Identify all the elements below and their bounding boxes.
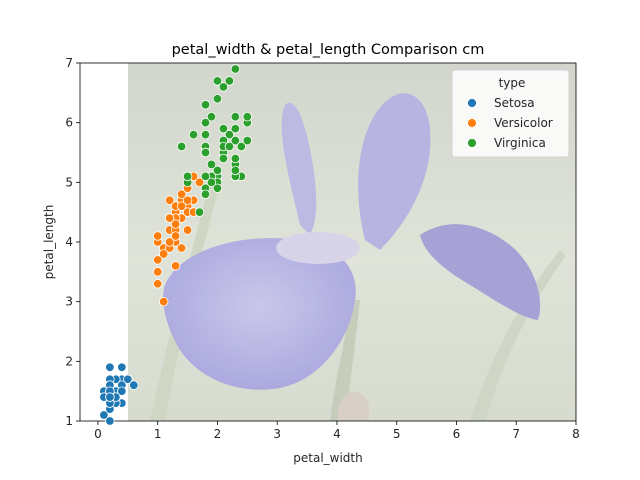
y-axis: 1 2 3 4 5 6 7 xyxy=(65,56,80,428)
point-virginica xyxy=(176,141,187,152)
point-versicolor xyxy=(176,243,187,253)
point-virginica xyxy=(230,64,241,74)
y-axis-label: petal_length xyxy=(42,205,56,280)
point-virginica xyxy=(236,141,247,152)
x-tick-label: 6 xyxy=(453,427,461,441)
flower-center xyxy=(276,232,360,264)
point-setosa xyxy=(99,410,109,420)
x-tick-label: 2 xyxy=(214,427,222,441)
point-versicolor xyxy=(158,249,169,259)
point-versicolor xyxy=(170,261,181,271)
point-virginica xyxy=(230,165,241,176)
point-versicolor xyxy=(176,201,187,211)
point-virginica xyxy=(230,123,241,134)
point-virginica xyxy=(200,171,211,182)
point-setosa xyxy=(105,362,115,373)
point-virginica xyxy=(242,135,253,146)
point-versicolor xyxy=(152,231,163,241)
bud-shape xyxy=(337,391,370,421)
point-versicolor xyxy=(170,231,181,241)
x-tick-label: 8 xyxy=(572,427,580,441)
point-virginica xyxy=(218,82,229,92)
y-tick-label: 7 xyxy=(65,56,73,70)
y-tick-label: 2 xyxy=(65,354,73,368)
legend-title: type xyxy=(499,76,526,90)
point-virginica xyxy=(206,159,217,170)
point-versicolor xyxy=(152,255,163,265)
x-tick-label: 3 xyxy=(273,427,281,441)
x-axis-label: petal_width xyxy=(293,451,362,465)
point-virginica xyxy=(230,111,241,122)
legend-marker-virginica xyxy=(467,138,477,148)
petal-shape xyxy=(281,102,317,235)
y-tick-label: 6 xyxy=(65,116,73,130)
point-versicolor xyxy=(176,189,187,199)
petal-shape xyxy=(420,224,541,320)
point-virginica xyxy=(206,111,217,122)
point-versicolor xyxy=(182,225,193,235)
point-virginica xyxy=(200,129,211,140)
x-tick-label: 1 xyxy=(154,427,162,441)
legend-marker-setosa xyxy=(467,98,477,108)
point-versicolor xyxy=(164,237,175,247)
point-setosa xyxy=(117,362,127,373)
x-tick-label: 4 xyxy=(333,427,341,441)
legend-label-versicolor: Versicolor xyxy=(494,116,553,130)
y-tick-label: 4 xyxy=(65,235,73,249)
point-virginica xyxy=(182,171,193,182)
point-virginica xyxy=(224,141,235,152)
point-virginica xyxy=(218,123,229,134)
point-virginica xyxy=(224,76,235,86)
point-virginica xyxy=(212,165,223,176)
chart-title: petal_width & petal_length Comparison cm xyxy=(172,42,485,58)
point-versicolor xyxy=(152,267,163,277)
point-setosa xyxy=(105,392,115,402)
point-virginica xyxy=(212,94,223,104)
point-versicolor xyxy=(170,219,181,229)
x-tick-label: 7 xyxy=(512,427,520,441)
point-virginica xyxy=(230,153,241,164)
point-virginica xyxy=(200,117,211,128)
x-axis: 0 1 2 3 4 5 6 7 8 xyxy=(94,421,580,441)
point-setosa xyxy=(117,386,127,396)
point-setosa xyxy=(105,416,115,426)
point-virginica xyxy=(206,177,217,188)
x-tick-label: 0 xyxy=(94,427,102,441)
point-virginica xyxy=(188,129,199,140)
legend-label-setosa: Setosa xyxy=(494,96,535,110)
legend: type Setosa Versicolor Virginica xyxy=(451,69,570,158)
petal-shape xyxy=(163,238,356,390)
y-tick-label: 1 xyxy=(65,414,73,428)
legend-marker-versicolor xyxy=(467,118,477,128)
point-virginica xyxy=(194,207,205,217)
point-setosa xyxy=(123,374,133,384)
y-tick-label: 3 xyxy=(65,295,73,309)
point-virginica xyxy=(200,100,211,110)
data-points xyxy=(99,64,253,426)
point-versicolor xyxy=(182,195,193,205)
stem-shape xyxy=(330,300,360,421)
y-tick-label: 5 xyxy=(65,175,73,189)
point-virginica xyxy=(212,76,223,86)
point-virginica xyxy=(200,189,211,199)
point-versicolor xyxy=(164,195,175,205)
point-versicolor xyxy=(164,213,175,223)
point-versicolor xyxy=(152,279,163,289)
point-virginica xyxy=(212,183,223,194)
point-setosa xyxy=(129,380,139,390)
legend-box xyxy=(451,69,570,158)
x-tick-label: 5 xyxy=(393,427,401,441)
point-versicolor xyxy=(158,296,169,307)
point-virginica xyxy=(242,111,253,122)
point-virginica xyxy=(230,135,241,146)
leaf-shape xyxy=(470,250,566,421)
legend-label-virginica: Virginica xyxy=(494,136,546,150)
petal-shape xyxy=(358,93,431,250)
point-virginica xyxy=(200,147,211,158)
point-versicolor xyxy=(194,177,205,188)
point-virginica xyxy=(218,153,229,164)
point-virginica xyxy=(224,129,235,140)
